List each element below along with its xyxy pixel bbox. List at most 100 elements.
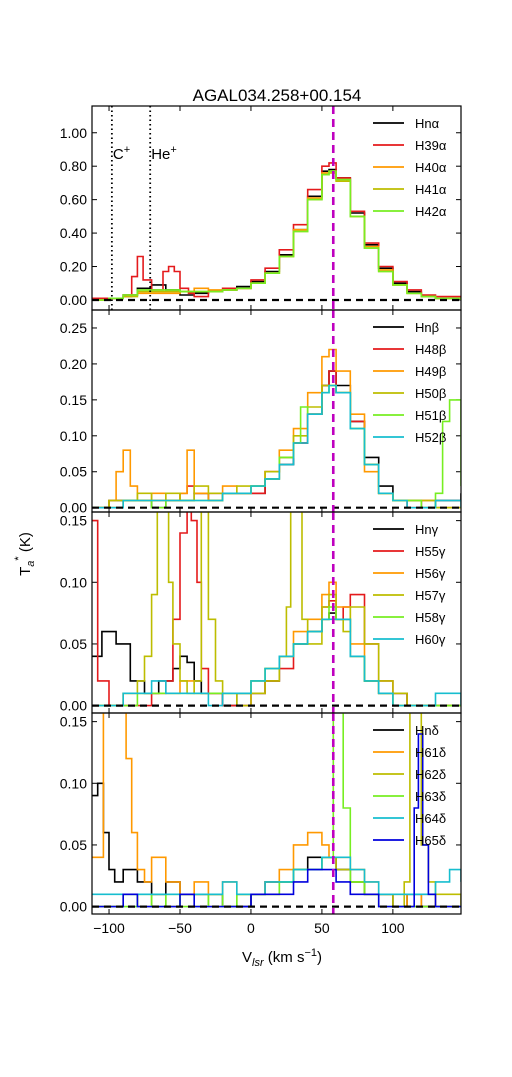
x-axis-label-sub: lsr [252,957,265,969]
legend-label: H40α [415,160,447,175]
y-axis-label: Ta* (K) [13,532,37,576]
x-axis-label-end: ) [317,949,322,966]
y-tick-label: 0.80 [60,158,87,174]
series-line-0 [92,370,461,509]
series-line-4 [92,384,461,509]
x-axis-label: Vlsr (km s−1) [242,947,322,969]
series-line-1 [92,512,461,707]
x-axis-label-main: V [242,949,252,966]
series-line-3 [92,384,461,509]
legend-label: H51β [415,408,446,423]
legend: Hnα H39α H40α H41α H42α [373,116,447,219]
y-axis-label-sup: * [13,556,25,561]
y-tick-label: 0.05 [60,636,87,652]
series-line-1 [92,713,461,908]
series-line-3 [92,512,461,707]
legend-label: H42α [415,204,447,219]
series-line-4 [92,856,461,896]
series-line-0 [92,168,461,300]
legend-label: H58γ [415,610,446,625]
legend-label: H64δ [415,811,446,826]
marker-label-main: He [151,146,170,163]
x-axis-label-unit: (km s [264,949,305,966]
marker-label: He+ [151,144,177,163]
y-tick-label: 0.15 [60,513,87,529]
marker-label-sup: + [170,144,176,156]
legend-label: H50β [415,386,446,401]
legend-label: Hnδ [415,723,439,738]
y-tick-label: 0.05 [60,464,87,480]
x-tick-label: −100 [93,920,125,936]
legend: Hnγ H55γ H56γ H57γ H58γ H60γ [373,522,446,647]
panel-plot-area [92,348,461,509]
legend-label: H48β [415,342,446,357]
legend-label: H65δ [415,833,446,848]
y-tick-label: 0.40 [60,225,87,241]
legend-label: Hnα [415,116,440,131]
legend-label: Hnβ [415,320,439,335]
series-line-2 [92,348,461,509]
legend-label: H60γ [415,632,446,647]
y-axis-label-main: T [17,567,34,576]
y-tick-label: 0.15 [60,392,87,408]
y-tick-label: 0.10 [60,574,87,590]
legend-label: H57γ [415,588,446,603]
panel-beta: 0.000.050.100.150.200.25 HnβH48βH49βH50βH… [60,309,462,516]
y-tick-label: 0.05 [60,837,87,853]
x-tick-label: 50 [314,920,330,936]
y-tick-label: 1.00 [60,125,87,141]
legend-label: H39α [415,138,447,153]
panel-plot-area [92,713,461,908]
y-tick-label: 0.25 [60,320,87,336]
x-axis-label-sup: −1 [304,947,317,959]
legend-label: H56γ [415,566,446,581]
y-axis-label-unit: (K) [17,532,34,556]
series-line-5 [92,733,461,908]
y-tick-label: 0.00 [60,899,87,915]
x-tick-label: −50 [168,920,192,936]
series-line-5 [92,384,461,509]
legend-label: H62δ [415,767,446,782]
series-line-1 [92,370,461,509]
y-tick-label: 0.15 [60,714,87,730]
legend-label: Hnγ [415,522,439,537]
panel-frame [91,309,462,513]
y-tick-label: 0.10 [60,775,87,791]
y-tick-label: 0.00 [60,698,87,714]
legend-label: H61δ [415,745,446,760]
panel-plot-area [92,162,461,302]
panel-frame [91,712,462,915]
series-line-2 [92,581,461,707]
y-axis-label-sub: a [25,561,37,567]
spectra-panels: 0.000.200.400.600.801.00C+ He+HnαH39αH40α… [60,105,462,936]
y-tick-label: 0.20 [60,356,87,372]
series-line-3 [92,713,461,908]
series-line-1 [92,162,461,300]
legend: Hnδ H61δ H62δ H63δ H64δ H65δ [373,723,446,848]
legend-label: H63δ [415,789,446,804]
legend: Hnβ H48β H49β H50β H51β H52β [373,320,446,445]
y-tick-label: 0.10 [60,428,87,444]
panel-plot-area [92,512,461,707]
legend-label: H49β [415,364,446,379]
marker-label-main: C [113,146,124,163]
panel-gamma: 0.00 0.05 0.10 0.15 Hnγ H55γ H56γ H57γ H58γ H60γ [60,511,462,714]
panel-delta: 0.00 0.05 0.10 0.15 −100 −50 0 50 100 Hnδ H61δ H62δ… [60,712,462,936]
y-tick-label: 0.00 [60,292,87,308]
legend-label: H52β [415,430,446,445]
series-line-0 [92,612,461,707]
x-tick-label: 0 [247,920,255,936]
y-tick-label: 0.60 [60,192,87,208]
panel-frame [91,511,462,714]
panel-alpha: 0.000.200.400.600.801.00C+ He+HnαH39αH40α… [60,105,462,311]
series-line-2 [92,713,461,908]
series-line-0 [92,782,461,908]
marker-label: C+ [113,144,130,163]
x-tick-label: 100 [381,920,405,936]
marker-label-sup: + [124,144,130,156]
legend-label: H41α [415,182,447,197]
legend-label: H55γ [415,544,446,559]
series-line-5 [92,618,461,707]
series-line-4 [92,170,461,301]
